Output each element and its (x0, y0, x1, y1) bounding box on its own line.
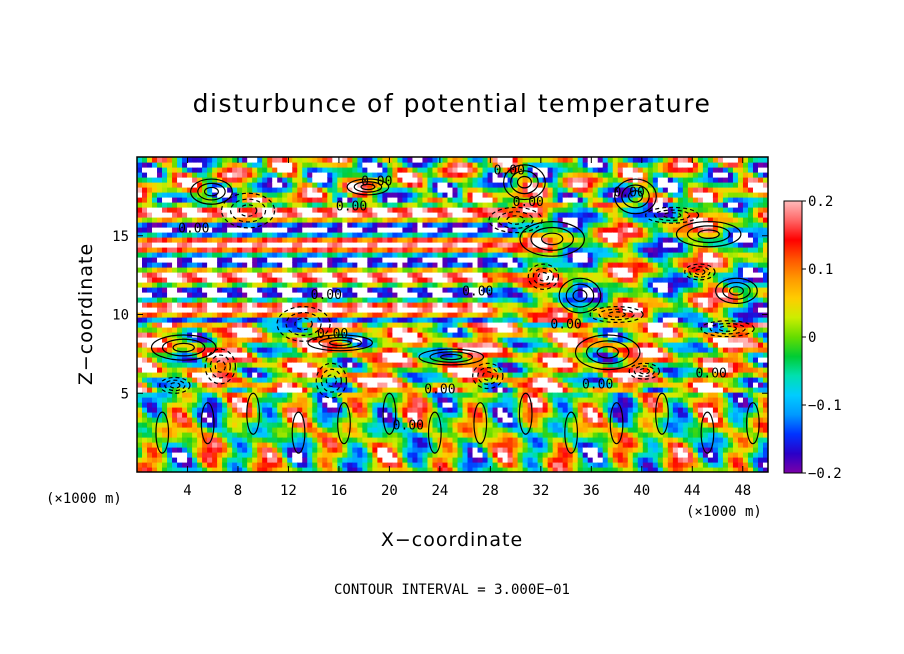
contour-label: 0.00 (317, 327, 348, 342)
z-tick-label: 10 (112, 308, 129, 324)
z-axis-ticks: 5 10 15 (112, 229, 768, 402)
colorbar-tick-label: 0.1 (808, 262, 833, 278)
x-tick-label: 32 (532, 483, 549, 499)
colorbar-tick-label: −0.2 (808, 466, 842, 482)
z-tick-label: 15 (112, 229, 129, 245)
colorbar-ticks: 0.2 0.1 0 −0.1 −0.2 (802, 194, 842, 482)
x-tick-label: 20 (381, 483, 398, 499)
contour-label: 0.00 (336, 200, 367, 215)
contour-label: 0.00 (696, 367, 727, 382)
x-tick-label: 48 (734, 483, 751, 499)
x-tick-label: 40 (633, 483, 650, 499)
temperature-field (137, 157, 768, 472)
contour-label: 0.00 (582, 378, 613, 393)
y-axis-label: Z−coordinate (75, 243, 97, 385)
x-tick-label: 24 (431, 483, 448, 499)
colorbar-tick-label: −0.1 (808, 398, 842, 414)
x-axis-label: X−coordinate (381, 529, 523, 551)
x-tick-label: 36 (583, 483, 600, 499)
contour-label: 0.00 (311, 288, 342, 303)
x-tick-label: 8 (234, 483, 242, 499)
x-tick-label: 44 (684, 483, 701, 499)
contour-label: 0.00 (462, 285, 493, 300)
x-tick-label: 4 (183, 483, 191, 499)
contour-label: 0.00 (178, 222, 209, 237)
contour-label: 0.00 (513, 195, 544, 210)
x-unit-left: (×1000 m) (46, 491, 122, 507)
contour-labels: 0.00 0.00 0.00 0.00 0.00 0.00 0.00 0.00 0.00 0.00… (178, 163, 727, 433)
contour-label: 0.00 (494, 163, 525, 178)
contour-interval-note: CONTOUR INTERVAL = 3.000E−01 (334, 582, 570, 598)
contour-label: 0.00 (614, 185, 645, 200)
z-tick-label: 5 (121, 386, 129, 402)
x-unit-right: (×1000 m) (686, 504, 762, 520)
x-tick-label: 12 (280, 483, 297, 499)
contour-label: 0.00 (361, 174, 392, 189)
contour-lines (150, 164, 760, 454)
colorbar-tick-label: 0.2 (808, 194, 833, 210)
contour-label: 0.00 (424, 382, 455, 397)
x-axis-ticks: 4 8 12 16 20 24 28 32 36 40 44 48 (183, 157, 751, 499)
contour-label: 0.00 (550, 318, 581, 333)
x-tick-label: 16 (330, 483, 347, 499)
contour-label: 0.00 (393, 418, 424, 433)
chart-title: disturbunce of potential temperature (193, 89, 712, 118)
colorbar (783, 200, 803, 474)
colorbar-tick-label: 0 (808, 330, 816, 346)
x-tick-label: 28 (482, 483, 499, 499)
